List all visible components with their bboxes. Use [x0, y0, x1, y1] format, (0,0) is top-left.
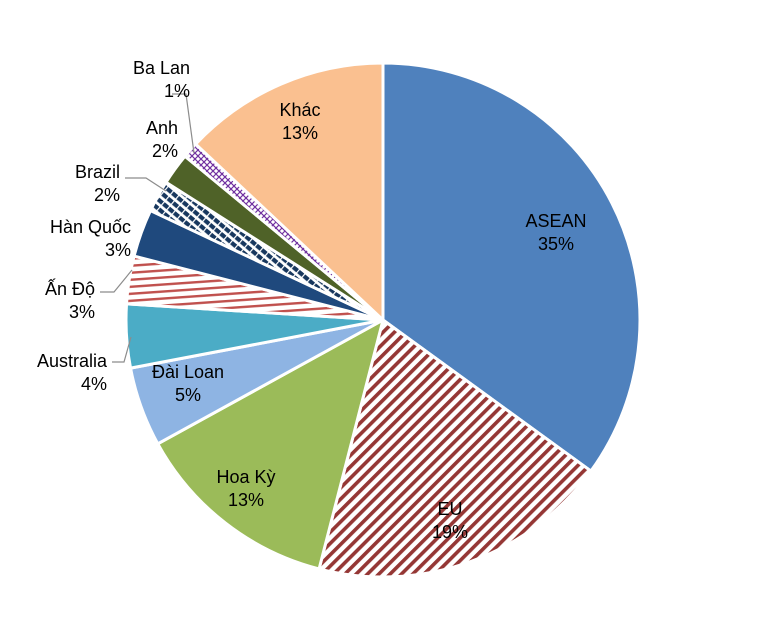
- value-brazil: 2%: [94, 185, 120, 205]
- value-asean: 35%: [538, 234, 574, 254]
- value-dai-loan: 5%: [175, 385, 201, 405]
- leader-line-australia: [112, 336, 132, 363]
- label-hoa-ky: Hoa Kỳ: [216, 467, 275, 487]
- pie-slices: [124, 61, 642, 579]
- slice-asean: [381, 61, 642, 473]
- value-ba-lan: 1%: [164, 81, 190, 101]
- leader-line-ba-lan: [172, 93, 195, 154]
- value-eu: 19%: [432, 522, 468, 542]
- label-anh: Anh: [146, 118, 178, 138]
- value-han-quoc: 3%: [105, 240, 131, 260]
- label-dai-loan: Đài Loan: [152, 362, 224, 382]
- slice-labels: ASEAN 35% EU 19% Hoa Kỳ 13% Đài Loan 5% Australi…: [37, 58, 587, 542]
- label-eu: EU: [437, 499, 462, 519]
- value-an-do: 3%: [69, 302, 95, 322]
- leader-line-an-do: [100, 269, 133, 293]
- leader-lines: [100, 93, 195, 363]
- label-ba-lan: Ba Lan: [133, 58, 190, 78]
- value-australia: 4%: [81, 374, 107, 394]
- label-australia: Australia: [37, 351, 108, 371]
- label-brazil: Brazil: [75, 162, 120, 182]
- value-hoa-ky: 13%: [228, 490, 264, 510]
- slice-khac: [194, 61, 385, 322]
- value-anh: 2%: [152, 141, 178, 161]
- label-han-quoc: Hàn Quốc: [50, 217, 131, 237]
- label-an-do: Ấn Độ: [45, 278, 95, 299]
- slice-hoa-ky: [156, 318, 385, 571]
- label-khac: Khác: [279, 100, 320, 120]
- leader-line-brazil: [125, 177, 167, 192]
- value-khac: 13%: [282, 123, 318, 143]
- label-asean: ASEAN: [525, 211, 586, 231]
- slice-eu: [317, 318, 593, 579]
